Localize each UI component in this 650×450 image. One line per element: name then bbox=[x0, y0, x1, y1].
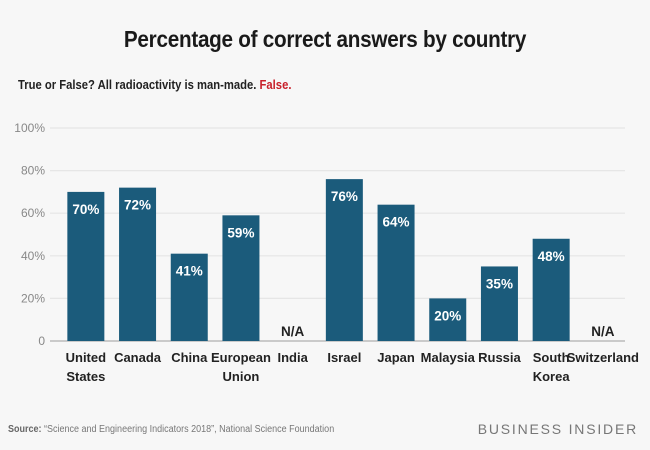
data-label: 20% bbox=[434, 308, 461, 323]
chart-subtitle: True or False? All radioactivity is man-… bbox=[18, 78, 291, 92]
data-label: 35% bbox=[486, 276, 513, 291]
data-label: 59% bbox=[227, 225, 254, 240]
bar-chart: 0 20% 40% 60% 80% 100% 70% United States 72% Canad… bbox=[14, 121, 639, 384]
data-label: 76% bbox=[331, 189, 358, 204]
bar bbox=[480, 266, 518, 341]
answer-text: False. bbox=[259, 78, 292, 92]
question-text: True or False? All radioactivity is man-… bbox=[18, 78, 257, 92]
x-tick-label: Israel bbox=[327, 350, 361, 365]
y-tick-label: 100% bbox=[14, 121, 45, 135]
data-label: N/A bbox=[281, 324, 305, 339]
bar bbox=[429, 298, 467, 341]
bar bbox=[119, 187, 157, 341]
data-label: 70% bbox=[72, 202, 99, 217]
x-tick-label: States bbox=[66, 369, 105, 384]
x-tick-label: United bbox=[66, 350, 107, 365]
x-tick-label: South bbox=[533, 350, 570, 365]
bar bbox=[532, 238, 570, 341]
y-tick-label: 20% bbox=[21, 291, 45, 305]
x-tick-label: European bbox=[211, 350, 271, 365]
y-tick-label: 80% bbox=[21, 164, 45, 178]
data-label: 72% bbox=[124, 198, 151, 213]
x-tick-label: Canada bbox=[114, 350, 162, 365]
data-label: 48% bbox=[538, 249, 565, 264]
bar bbox=[377, 204, 415, 341]
x-tick-label: Japan bbox=[377, 350, 415, 365]
x-tick-label: Switzerland bbox=[567, 350, 639, 365]
data-label: 41% bbox=[176, 264, 203, 279]
x-tick-label: Union bbox=[223, 369, 260, 384]
x-tick-label: India bbox=[277, 350, 308, 365]
x-tick-label: China bbox=[171, 350, 208, 365]
source-note: Source: “Science and Engineering Indicat… bbox=[8, 424, 334, 435]
chart-title: Percentage of correct answers by country bbox=[123, 26, 527, 52]
bar bbox=[67, 191, 105, 341]
bar bbox=[325, 179, 363, 341]
bar bbox=[170, 253, 208, 341]
source-text: “Science and Engineering Indicators 2018… bbox=[41, 424, 335, 435]
data-label: N/A bbox=[591, 324, 615, 339]
x-tick-label: Korea bbox=[533, 369, 571, 384]
bar bbox=[222, 215, 260, 341]
y-tick-label: 40% bbox=[21, 249, 45, 263]
business-insider-logo: BUSINESS INSIDER bbox=[477, 421, 638, 437]
y-tick-label: 60% bbox=[21, 206, 45, 220]
data-label: 64% bbox=[383, 215, 410, 230]
x-tick-label: Russia bbox=[478, 350, 521, 365]
source-label: Source: bbox=[8, 424, 42, 435]
x-tick-label: Malaysia bbox=[421, 350, 476, 365]
y-tick-label: 0 bbox=[38, 334, 45, 348]
